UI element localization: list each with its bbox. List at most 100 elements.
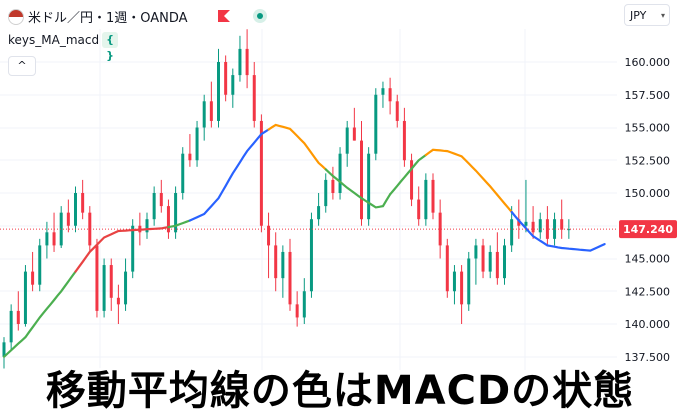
currency-selector[interactable]: JPY ▾ (624, 4, 670, 26)
candle (88, 212, 92, 246)
candle (488, 251, 492, 272)
candle (252, 75, 256, 121)
candle (324, 179, 328, 207)
ma-segment (267, 123, 327, 171)
flag-icon (8, 9, 24, 25)
y-tick-label: 160.000 (625, 56, 671, 69)
candle (124, 271, 128, 305)
candle (495, 251, 499, 279)
indicator-name[interactable]: keys_MA_macd (8, 33, 100, 47)
candle (309, 219, 313, 292)
candle (538, 219, 542, 233)
y-tick-label: 140.000 (625, 318, 671, 331)
candle (66, 212, 70, 226)
y-tick-label: 142.500 (625, 285, 671, 298)
candle (116, 297, 120, 305)
candle (281, 251, 285, 279)
candle (188, 153, 192, 161)
candle (217, 62, 220, 121)
candle (317, 206, 321, 220)
candle (238, 48, 242, 76)
candle (424, 179, 428, 220)
ma-segment (188, 128, 270, 222)
ma-segment (167, 219, 191, 229)
candle (367, 153, 371, 220)
candle (38, 245, 42, 285)
candle (331, 179, 335, 193)
moving-average-line (2, 123, 606, 358)
candle (452, 271, 456, 292)
collapse-button[interactable]: ^ (8, 56, 36, 76)
candle (74, 193, 77, 226)
ma-segment (324, 168, 392, 209)
candle (52, 232, 56, 246)
market-status-icon[interactable] (253, 9, 267, 23)
candle (417, 199, 421, 220)
candle (352, 127, 356, 141)
candle (467, 258, 471, 305)
candle (460, 271, 464, 305)
axis-background (617, 28, 680, 370)
y-tick-label: 152.500 (625, 154, 671, 167)
candle (431, 179, 435, 213)
candle (531, 221, 535, 233)
candle (474, 245, 478, 259)
candle (510, 219, 514, 246)
candle (402, 120, 406, 161)
grid-lines (0, 29, 617, 370)
candle (345, 127, 349, 154)
candle (274, 245, 278, 279)
indicator-code-icon[interactable]: { } (102, 32, 118, 62)
candle (209, 101, 213, 121)
candle (181, 153, 185, 193)
candle (152, 193, 156, 220)
currency-label: JPY (630, 9, 647, 22)
candle (481, 245, 485, 272)
candle (159, 193, 163, 207)
candle (567, 229, 571, 231)
candle (267, 225, 271, 246)
last-price-label: 147.240 (623, 223, 673, 236)
candle (245, 48, 249, 76)
candle (259, 120, 263, 226)
candle (288, 251, 292, 305)
candle (545, 219, 549, 239)
last-price-badge (619, 220, 677, 239)
candle (374, 94, 378, 154)
candle (231, 75, 235, 95)
candle (166, 206, 170, 233)
ma-segment (2, 270, 77, 358)
candle (95, 245, 99, 311)
candle (517, 219, 521, 226)
candle (381, 88, 385, 95)
candle (560, 219, 564, 230)
symbol-title[interactable]: 米ドル／円・1週・OANDA (28, 11, 188, 26)
candle (410, 160, 414, 200)
candle (202, 101, 206, 128)
candle (131, 225, 135, 272)
candle (59, 212, 63, 246)
candle (445, 245, 449, 292)
candles (2, 29, 571, 369)
candle (2, 342, 6, 357)
candle (388, 88, 392, 102)
candle (9, 310, 13, 343)
candle (145, 219, 149, 233)
y-tick-label: 137.500 (625, 351, 671, 364)
candle (16, 310, 20, 324)
candle (81, 193, 85, 213)
candle (338, 153, 342, 193)
candle (524, 221, 528, 226)
ma-segment (510, 210, 606, 252)
candle (553, 219, 557, 239)
red-flag-icon[interactable] (218, 10, 230, 22)
caption-overlay: 移動平均線の色はMACDの状態 (45, 368, 635, 414)
candle (224, 62, 228, 95)
y-tick-label: 145.000 (625, 253, 671, 266)
candle (360, 140, 363, 220)
candle (31, 271, 35, 285)
price-axis[interactable]: 160.000157.500155.000152.500150.000147.5… (617, 28, 680, 370)
chart-header: 米ドル／円・1週・OANDA (0, 0, 620, 30)
candle (302, 291, 306, 318)
